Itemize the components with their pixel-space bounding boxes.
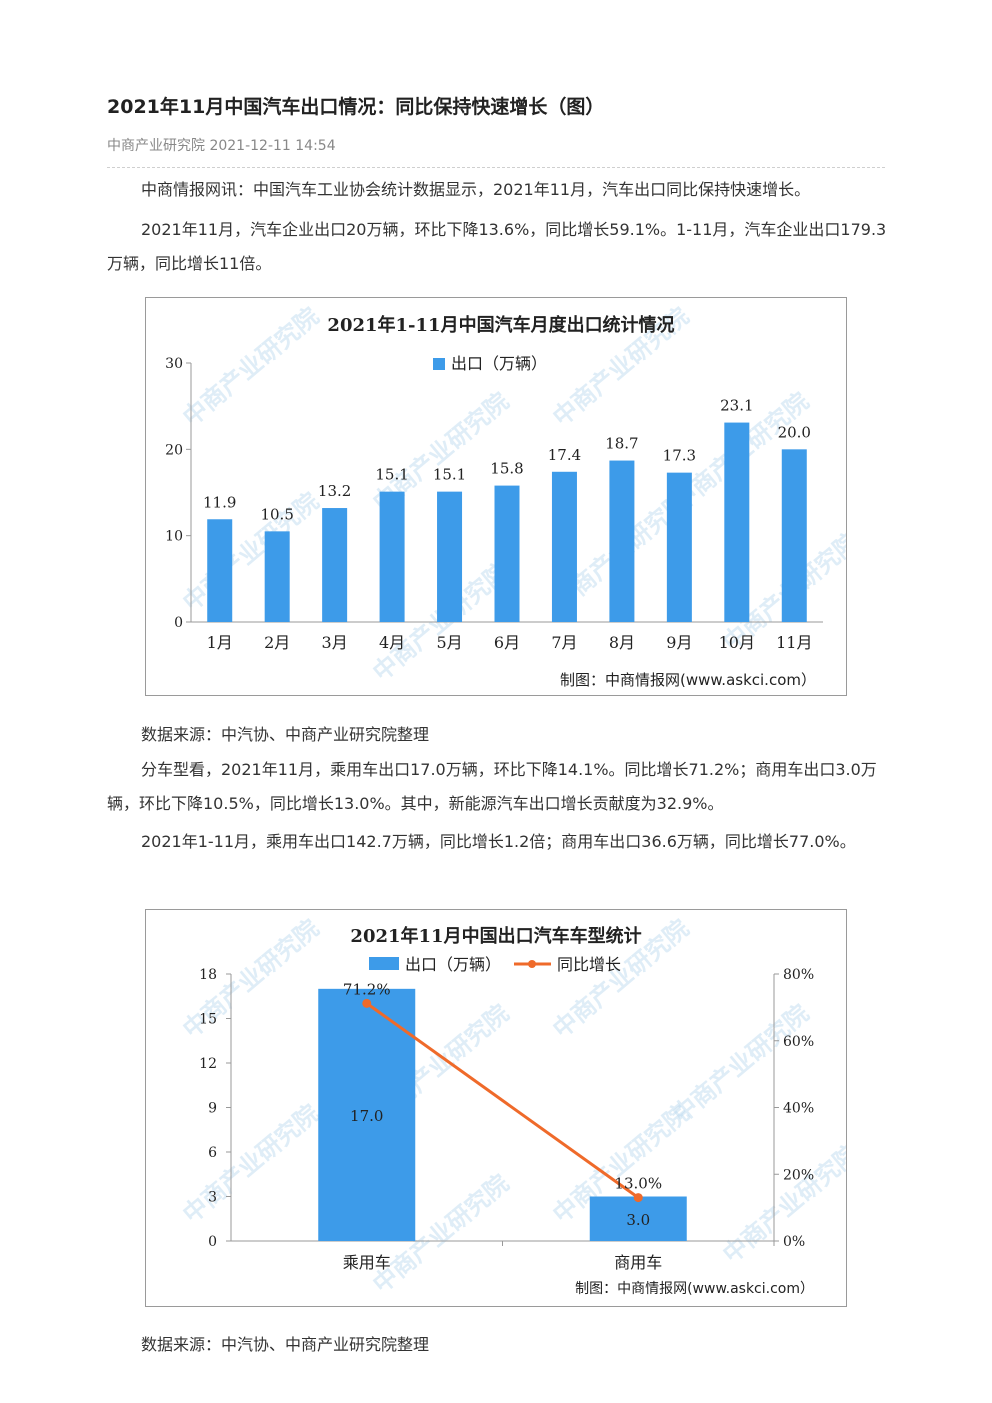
x-tick-label: 6月 (494, 633, 520, 652)
legend-bar-label: 出口（万辆） (405, 955, 501, 974)
bar-10 (724, 422, 750, 622)
paragraph-1: 中商情报网讯：中国汽车工业协会统计数据显示，2021年11月，汽车出口同比保持快… (141, 180, 811, 199)
y-tick-label: 0 (208, 1234, 217, 1250)
bar-value-label: 15.8 (490, 460, 523, 478)
bar-value-label: 3.0 (626, 1211, 650, 1229)
bar-value-label: 17.3 (663, 447, 696, 465)
chart-credit: 制图：中商情报网(www.askci.com） (560, 671, 816, 689)
growth-value-label: 71.2% (343, 980, 391, 998)
bar-value-label: 17.0 (350, 1107, 383, 1125)
bar-2 (264, 531, 290, 622)
bar-value-label: 10.5 (260, 505, 293, 523)
x-tick-label: 1月 (207, 633, 233, 652)
source-note-2: 数据来源：中汽协、中商产业研究院整理 (141, 1335, 430, 1354)
bar-6 (494, 485, 520, 622)
y-tick-label: 0 (174, 615, 183, 631)
x-tick-label: 9月 (666, 633, 692, 652)
chart-title: 2021年11月中国出口汽车车型统计 (350, 925, 641, 947)
bar-8 (609, 460, 635, 622)
bar-7 (551, 471, 577, 622)
growth-value-label: 13.0% (614, 1175, 662, 1193)
watermark-text: 中商产业研究院 (718, 1139, 846, 1268)
bar-3 (322, 508, 348, 622)
bar-value-label: 13.2 (318, 482, 351, 500)
chart-credit: 制图：中商情报网(www.askci.com） (575, 1281, 814, 1297)
y-tick-label: 30 (165, 356, 183, 372)
x-tick-label: 11月 (776, 633, 812, 652)
bar-1 (207, 519, 233, 622)
legend-line-marker (528, 960, 536, 968)
bar-value-label: 18.7 (605, 435, 638, 453)
bar-value-label: 20.0 (778, 423, 811, 441)
x-tick-label: 7月 (551, 633, 577, 652)
vehicle-type-chart-svg: 中商产业研究院中商产业研究院中商产业研究院中商产业研究院中商产业研究院中商产业研… (178, 914, 846, 1298)
y-tick-label: 9 (208, 1101, 217, 1117)
y2-tick-label: 0% (783, 1234, 805, 1250)
bar-5 (437, 491, 463, 622)
watermark-text: 中商产业研究院 (178, 1099, 325, 1228)
bar-11 (781, 449, 807, 622)
y2-tick-label: 60% (783, 1034, 814, 1050)
bar-value-label: 17.4 (548, 446, 581, 464)
title-divider (107, 167, 885, 168)
legend-label: 出口（万辆） (451, 354, 547, 373)
bar-2 (589, 1196, 687, 1241)
article-byline: 中商产业研究院 2021-12-11 14:54 (107, 138, 336, 154)
y2-tick-label: 20% (783, 1167, 814, 1183)
bar-value-label: 23.1 (720, 397, 753, 415)
bar-9 (666, 472, 692, 622)
bar-value-label: 15.1 (375, 466, 408, 484)
y-tick-label: 18 (199, 967, 217, 983)
legend-bar-swatch (369, 957, 399, 970)
x-tick-label: 8月 (609, 633, 635, 652)
article-title: 2021年11月中国汽车出口情况：同比保持快速增长（图） (107, 96, 605, 118)
chart-title: 2021年1-11月中国汽车月度出口统计情况 (327, 314, 674, 336)
y-tick-label: 20 (165, 442, 183, 458)
y2-tick-label: 40% (783, 1101, 814, 1117)
y-tick-label: 12 (199, 1056, 217, 1072)
monthly-export-chart-svg: 中商产业研究院中商产业研究院中商产业研究院中商产业研究院中商产业研究院中商产业研… (165, 302, 846, 689)
bar-value-label: 15.1 (433, 466, 466, 484)
x-tick-label: 乘用车 (343, 1253, 391, 1272)
x-tick-label: 3月 (322, 633, 348, 652)
x-tick-label: 5月 (436, 633, 462, 652)
vehicle-type-chart: 中商产业研究院 中商产业研究院 中商产业研究院 中商产业研究院 中商产业研究院 中商产业研… (145, 909, 847, 1307)
paragraph-2: 2021年11月，汽车企业出口20万辆，环比下降13.6%，同比增长59.1%。… (107, 220, 887, 273)
bar-1 (318, 988, 416, 1241)
y-tick-label: 10 (165, 529, 183, 545)
monthly-export-chart: 中商产业研究院中商产业研究院中商产业研究院中商产业研究院中商产业研究院中商产业研… (145, 297, 847, 696)
paragraph-3: 分车型看，2021年11月，乘用车出口17.0万辆，环比下降14.1%。同比增长… (107, 760, 877, 813)
x-tick-label: 10月 (719, 633, 755, 652)
bar-4 (379, 491, 405, 622)
y-tick-label: 15 (199, 1012, 217, 1028)
watermark-text: 中商产业研究院 (178, 302, 325, 431)
paragraph-4: 2021年1-11月，乘用车出口142.7万辆，同比增长1.2倍；商用车出口36… (141, 832, 856, 851)
bar-value-label: 11.9 (203, 493, 236, 511)
y-tick-label: 3 (208, 1190, 217, 1206)
growth-line (365, 1002, 640, 1199)
source-note-1: 数据来源：中汽协、中商产业研究院整理 (141, 725, 430, 744)
y-tick-label: 6 (208, 1145, 217, 1161)
y2-tick-label: 80% (783, 967, 814, 983)
legend-swatch (433, 358, 445, 370)
x-tick-label: 4月 (379, 633, 405, 652)
growth-point-2 (633, 1193, 643, 1203)
x-tick-label: 2月 (264, 633, 290, 652)
watermark-text: 中商产业研究院 (178, 487, 325, 616)
x-tick-label: 商用车 (614, 1253, 662, 1272)
legend-line-label: 同比增长 (557, 955, 621, 974)
growth-point-1 (362, 998, 372, 1008)
